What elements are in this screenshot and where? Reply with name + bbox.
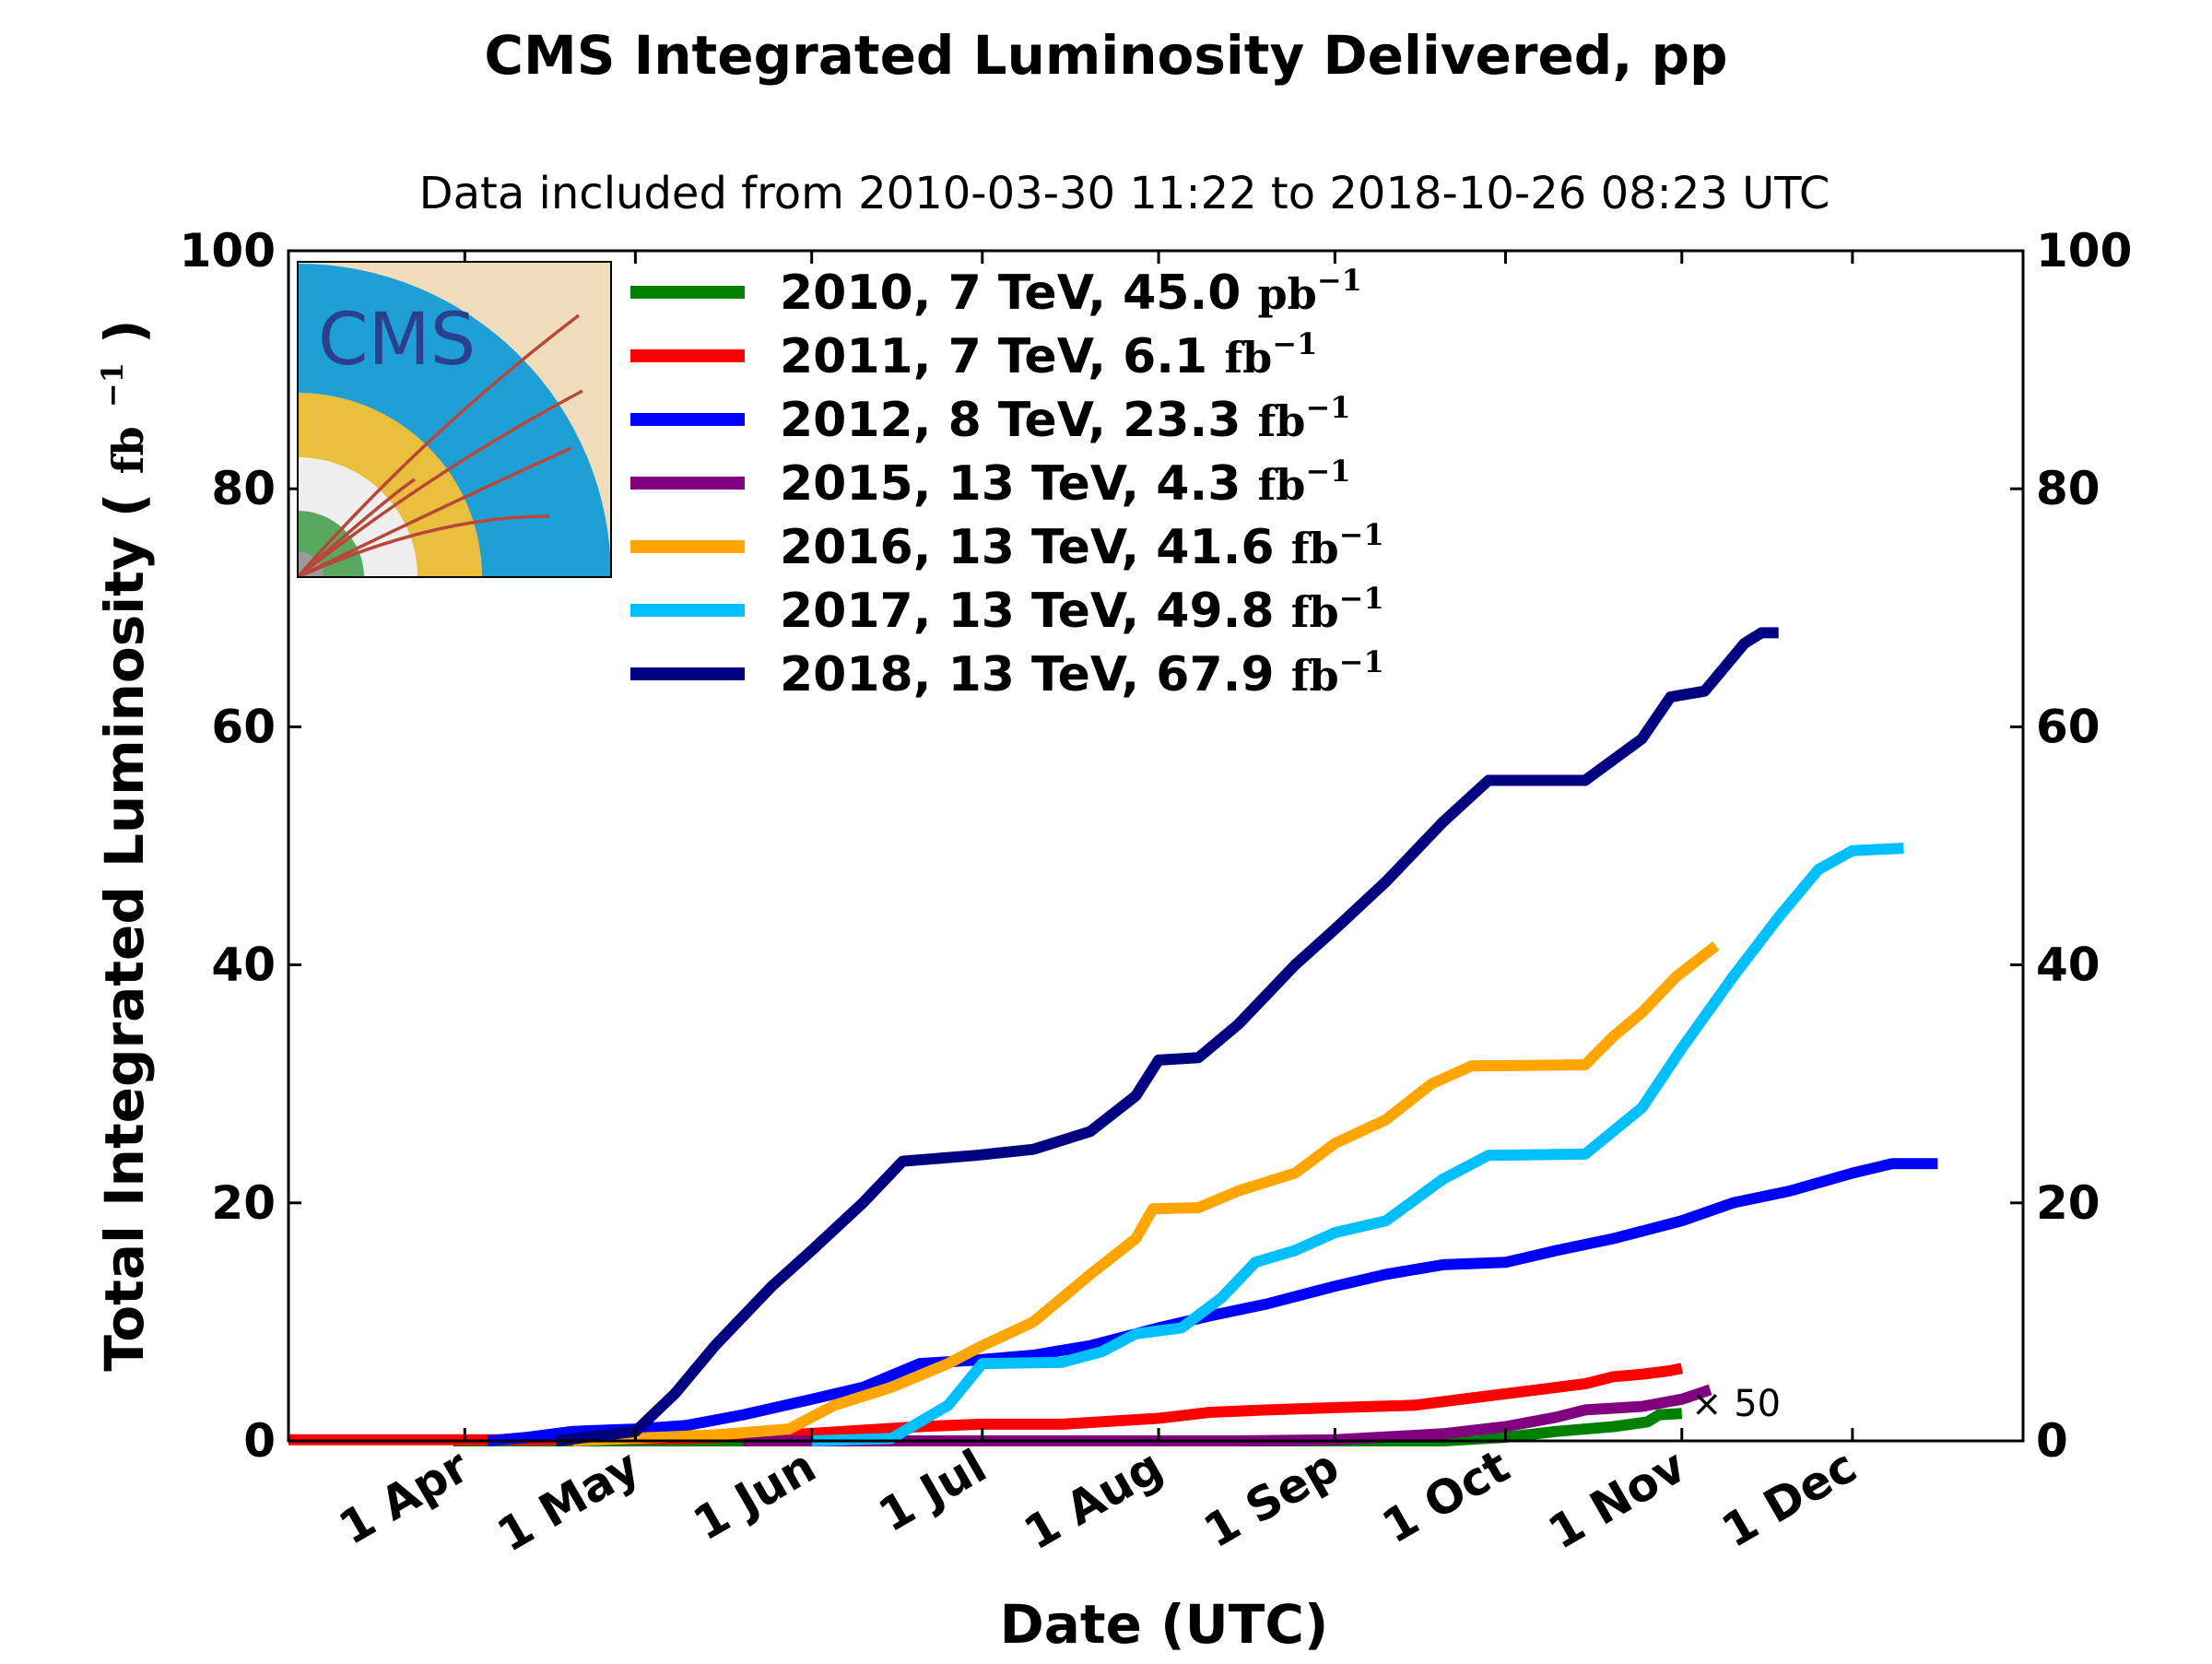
y-axis-label-unit-exp: −1 [95, 362, 130, 407]
legend-label-text-3: 2015, 13 TeV, 4.3 [780, 456, 1258, 512]
cms-logo-border [297, 261, 612, 578]
cms-logo-track-1 [298, 313, 581, 577]
series-line-2 [487, 1158, 1938, 1446]
legend-label-unit-exp-3: −1 [1305, 454, 1350, 489]
y-axis-label-unit: fb [103, 426, 153, 474]
legend-label-unit-3: fb [1258, 460, 1306, 510]
cms-logo-track-5 [298, 478, 416, 577]
legend-label-unit-5: fb [1291, 587, 1339, 637]
x50-annotation: × 50 [1691, 1383, 1781, 1425]
y-tick-label-right-2: 40 [2036, 938, 2100, 992]
legend-label-text-1: 2011, 7 TeV, 6.1 [780, 329, 1224, 384]
legend-label-0: 2010, 7 TeV, 45.0 pb−1 [780, 263, 1362, 321]
plot-series-lines [288, 627, 1938, 1446]
series-line-5 [811, 843, 1904, 1446]
legend-label-text-5: 2017, 13 TeV, 49.8 [780, 584, 1291, 639]
y-axis-left: 0 20 40 60 80 100 [180, 224, 301, 1468]
chart-subtitle: Data included from 2010-03-30 11:22 to 2… [419, 168, 1830, 219]
y-tick-label-left-2: 40 [211, 938, 276, 992]
plot-frame [287, 249, 2025, 1443]
y-axis-label-text: Total Integrated Luminosity [93, 536, 156, 1371]
y-tick-label-right-0: 0 [2036, 1414, 2068, 1468]
legend-label-text-2: 2012, 8 TeV, 23.3 [780, 393, 1258, 448]
legend-label-5: 2017, 13 TeV, 49.8 fb−1 [780, 581, 1384, 639]
cms-logo-track-2 [298, 389, 583, 577]
chart-title: CMS Integrated Luminosity Delivered, pp [484, 24, 1727, 87]
legend-label-6: 2018, 13 TeV, 67.9 fb−1 [780, 644, 1384, 702]
legend-label-unit-0: pb [1258, 269, 1317, 319]
legend-label-4: 2016, 13 TeV, 41.6 fb−1 [780, 517, 1384, 575]
y-tick-label-left-3: 60 [211, 700, 276, 753]
legend-label-unit-exp-6: −1 [1339, 644, 1384, 679]
y-tick-label-left-0: 0 [243, 1414, 276, 1468]
y-tick-label-right-1: 20 [2036, 1176, 2100, 1230]
legend-label-2: 2012, 8 TeV, 23.3 fb−1 [780, 390, 1351, 448]
cms-logo: CMS [297, 261, 612, 578]
series-line-4 [572, 941, 1720, 1446]
y-axis-right: 0 20 40 60 80 100 [2010, 224, 2132, 1468]
legend-label-unit-exp-1: −1 [1272, 326, 1317, 361]
x-axis-label: Date (UTC) [1000, 1593, 1329, 1656]
y-tick-label-right-5: 100 [2036, 224, 2132, 277]
legend-label-unit-exp-2: −1 [1305, 390, 1350, 425]
y-tick-label-left-4: 80 [211, 462, 276, 515]
y-axis-label-open-paren: ( [93, 493, 156, 518]
legend-label-text-4: 2016, 13 TeV, 41.6 [780, 520, 1291, 575]
y-axis-label-close-paren: ) [93, 319, 156, 344]
legend-label-3: 2015, 13 TeV, 4.3 fb−1 [780, 454, 1351, 512]
cms-logo-track-4 [298, 514, 550, 577]
legend-label-unit-6: fb [1291, 651, 1339, 701]
y-tick-label-right-3: 60 [2036, 700, 2100, 753]
y-axis-label: Total Integrated Luminosity ( fb −1 ) [73, 319, 156, 1371]
cms-logo-wordmark: CMS [318, 299, 476, 382]
legend-label-unit-4: fb [1291, 524, 1339, 573]
y-tick-label-right-4: 80 [2036, 462, 2100, 515]
legend-label-unit-exp-4: −1 [1339, 517, 1384, 552]
y-tick-label-left-1: 20 [211, 1176, 276, 1230]
cms-logo-track-3 [298, 446, 572, 577]
y-axis-label-group: Total Integrated Luminosity ( fb −1 ) [73, 319, 156, 1371]
legend-label-text-6: 2018, 13 TeV, 67.9 [780, 647, 1291, 702]
legend-label-unit-2: fb [1258, 396, 1306, 446]
legend-label-unit-exp-5: −1 [1339, 581, 1384, 616]
legend-label-unit-exp-0: −1 [1317, 263, 1362, 298]
y-tick-label-left-5: 100 [180, 224, 276, 277]
series-line-1 [288, 1363, 1684, 1446]
legend-label-1: 2011, 7 TeV, 6.1 fb−1 [780, 326, 1317, 384]
series-line-6 [555, 627, 1779, 1446]
legend-label-unit-1: fb [1224, 333, 1272, 383]
legend-label-text-0: 2010, 7 TeV, 45.0 [780, 266, 1258, 321]
